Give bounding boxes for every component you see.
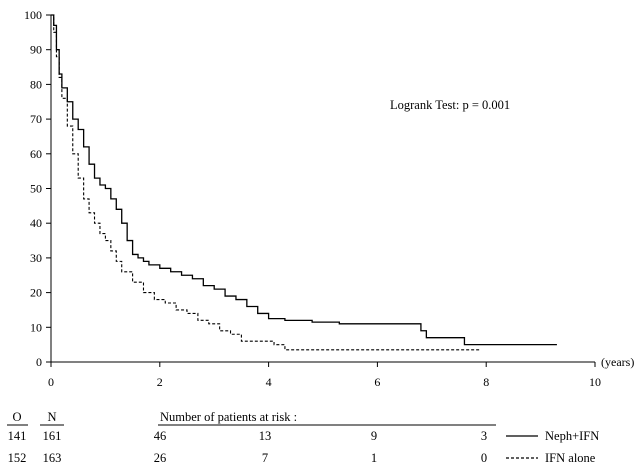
- y-tick-label: 20: [30, 286, 42, 300]
- x-tick-label: 0: [48, 375, 54, 389]
- x-tick-label: 6: [374, 375, 380, 389]
- y-tick-label: 100: [24, 8, 42, 22]
- risk-header-n: N: [47, 410, 56, 424]
- y-tick-label: 70: [30, 112, 42, 126]
- risk-row-o: 152: [8, 451, 27, 465]
- risk-count: 0: [481, 451, 487, 465]
- x-tick-label: 8: [483, 375, 489, 389]
- risk-row-o: 141: [8, 429, 27, 443]
- y-tick-label: 90: [30, 43, 42, 57]
- y-tick-label: 10: [30, 320, 42, 334]
- y-tick-label: 0: [36, 355, 42, 369]
- risk-count: 3: [481, 429, 487, 443]
- risk-count: 26: [154, 451, 167, 465]
- risk-count: 1: [371, 451, 377, 465]
- y-tick-label: 40: [30, 216, 42, 230]
- y-tick-label: 80: [30, 77, 42, 91]
- logrank-annotation: Logrank Test: p = 0.001: [390, 98, 510, 112]
- x-axis-label: (years): [601, 355, 634, 369]
- risk-header-o: O: [12, 410, 21, 424]
- y-tick-label: 50: [30, 182, 42, 196]
- risk-count: 9: [371, 429, 377, 443]
- series-line: [51, 14, 481, 351]
- survival-curves: [51, 14, 557, 351]
- risk-row-n: 163: [43, 451, 62, 465]
- risk-table: O N Number of patients at risk :141 161 46 13…: [7, 410, 599, 465]
- risk-row-n: 161: [43, 429, 62, 443]
- legend-label: IFN alone: [545, 451, 596, 465]
- x-tick-label: 10: [589, 375, 601, 389]
- series-line: [51, 14, 557, 346]
- legend-label: Neph+IFN: [545, 429, 599, 443]
- y-tick-label: 30: [30, 251, 42, 265]
- x-tick-label: 2: [157, 375, 163, 389]
- risk-count: 13: [259, 429, 272, 443]
- risk-header-title: Number of patients at risk :: [160, 410, 297, 424]
- y-tick-label: 60: [30, 147, 42, 161]
- risk-count: 7: [262, 451, 268, 465]
- x-tick-label: 4: [266, 375, 272, 389]
- risk-count: 46: [154, 429, 167, 443]
